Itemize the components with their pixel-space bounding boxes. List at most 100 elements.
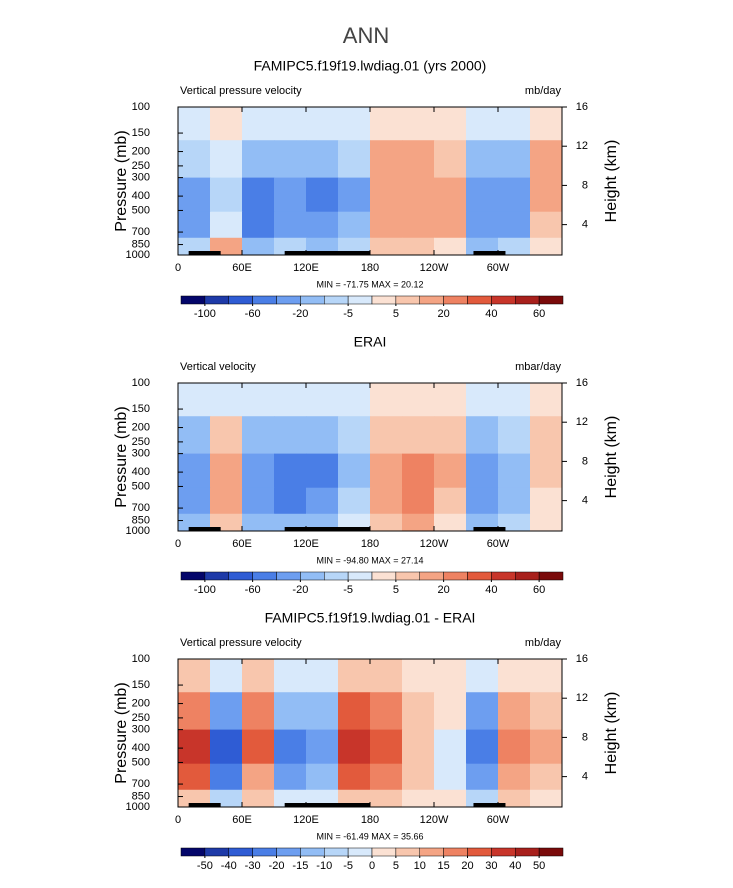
panel-title: FAMIPC5.f19f19.lwdiag.01 (yrs 2000)	[254, 58, 487, 74]
contour-cell	[274, 416, 307, 455]
x-tick-label: 60E	[232, 262, 252, 274]
contour-cell	[210, 453, 243, 489]
contour-cell	[466, 177, 499, 213]
contour-cell	[530, 729, 563, 765]
contour-cell	[530, 789, 563, 808]
contour-cell	[498, 729, 531, 765]
contour-cell	[306, 487, 339, 515]
colorbar-box	[371, 571, 397, 581]
contour-cell	[402, 763, 435, 791]
colorbar-label: -40	[221, 860, 237, 872]
x-tick-label: 120E	[293, 814, 319, 826]
contour-cell	[306, 140, 339, 179]
contour-cell	[306, 177, 339, 213]
y-tick-label: 400	[132, 190, 150, 202]
y-tick-label: 500	[132, 204, 150, 216]
colorbar-label: -20	[292, 584, 308, 596]
y2-tick-label: 8	[582, 455, 588, 467]
y-tick-label: 300	[132, 448, 150, 460]
y2-tick-label: 16	[576, 377, 588, 389]
colorbar-box	[491, 847, 516, 857]
colorbar-box	[300, 295, 325, 305]
contour-cell	[242, 107, 275, 141]
colorbar-box	[180, 847, 206, 857]
colorbar-box	[228, 295, 253, 305]
contour-cell	[530, 211, 563, 239]
colorbar-label: 5	[393, 308, 399, 320]
x-tick-label: 0	[175, 262, 181, 274]
contour-cell	[242, 513, 275, 532]
contour-cell	[530, 453, 563, 489]
colorbar-box	[419, 295, 444, 305]
y2-tick-label: 8	[582, 179, 588, 191]
x-tick-label: 60W	[487, 262, 510, 274]
y2-tick-label: 16	[576, 101, 588, 113]
contour-cell	[498, 140, 531, 179]
contour-cell	[242, 763, 275, 791]
contour-cell	[434, 383, 467, 417]
colorbar-label: -10	[316, 860, 332, 872]
contour-cell	[402, 237, 435, 256]
colorbar-label: 0	[369, 860, 375, 872]
contour-cell	[178, 177, 211, 213]
y-tick-label: 1000	[126, 525, 150, 537]
colorbar-label: -100	[194, 308, 216, 320]
contour-cell	[210, 177, 243, 213]
land-mask	[188, 251, 221, 255]
colorbar-box	[515, 847, 540, 857]
contour-cell	[210, 383, 243, 417]
colorbar-box	[276, 847, 301, 857]
colorbar-box	[347, 571, 373, 581]
contour-cell	[274, 453, 307, 489]
contour-cell	[370, 789, 403, 808]
y2-tick-label: 4	[582, 495, 588, 507]
contour-cell	[370, 107, 403, 141]
colorbar-box	[491, 295, 516, 305]
x-tick-label: 120W	[420, 814, 449, 826]
y2-tick-label: 4	[582, 771, 588, 783]
contour-cell	[210, 692, 243, 731]
contour-cell	[402, 729, 435, 765]
colorbar-label: -50	[197, 860, 213, 872]
y-tick-label: 700	[132, 226, 150, 238]
y-tick-label: 150	[132, 403, 150, 415]
contour-cell	[498, 383, 531, 417]
contour-cell	[242, 487, 275, 515]
colorbar-label: -5	[343, 308, 353, 320]
contour-cell	[210, 107, 243, 141]
contour-cell	[306, 211, 339, 239]
contour-cell	[274, 692, 307, 731]
contour-cell	[498, 211, 531, 239]
stats: MIN = -71.75 MAX = 20.12	[316, 279, 423, 289]
contour-cell	[210, 659, 243, 693]
units-label: mbar/day	[515, 361, 561, 373]
contour-cell	[178, 416, 211, 455]
colorbar-box	[180, 571, 206, 581]
contour-cell	[338, 729, 371, 765]
contour-cell	[306, 692, 339, 731]
colorbar-box	[538, 571, 564, 581]
contour-cell	[370, 513, 403, 532]
contour-cell	[338, 383, 371, 417]
y-tick-label: 200	[132, 145, 150, 157]
contour-cell	[402, 211, 435, 239]
colorbar-box	[371, 295, 397, 305]
contour-cell	[370, 729, 403, 765]
left-label: Vertical pressure velocity	[180, 85, 302, 97]
x-tick-label: 0	[175, 538, 181, 550]
colorbar-box	[300, 571, 325, 581]
contour-cell	[434, 729, 467, 765]
contour-cell	[498, 763, 531, 791]
y2-tick-label: 16	[576, 653, 588, 665]
colorbar-box	[515, 295, 540, 305]
contour-cell	[178, 453, 211, 489]
contour-cell	[370, 416, 403, 455]
contour-cell	[402, 692, 435, 731]
contour-cell	[530, 659, 563, 693]
colorbar-box	[324, 847, 349, 857]
y-tick-label: 1000	[126, 801, 150, 813]
contour-cell	[178, 659, 211, 693]
x-tick-label: 120W	[420, 538, 449, 550]
contour-cell	[466, 729, 499, 765]
colorbar-label: 5	[393, 860, 399, 872]
